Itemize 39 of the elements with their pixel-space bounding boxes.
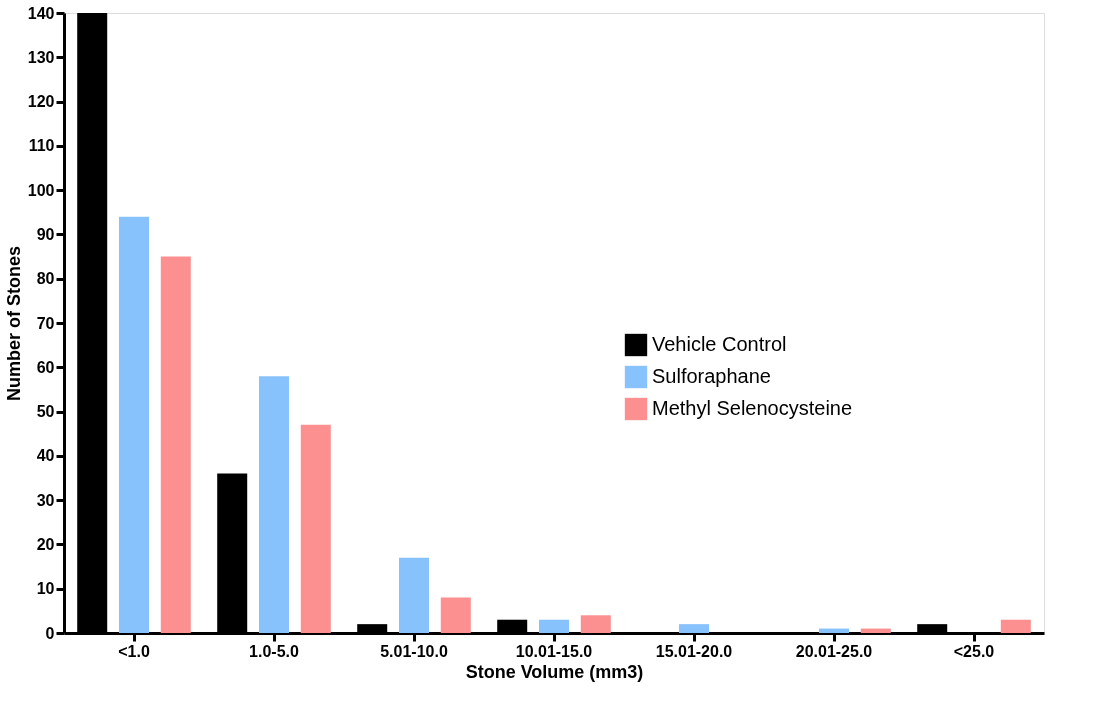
bar — [160, 256, 191, 633]
bar — [860, 628, 891, 633]
bar — [1000, 619, 1031, 633]
x-tick-label: <25.0 — [953, 642, 995, 660]
y-tick-label: 140 — [27, 4, 55, 22]
bar — [679, 624, 709, 633]
bar — [300, 424, 331, 633]
y-tick-label: 90 — [36, 225, 55, 243]
x-tick-label: 5.01-10.0 — [380, 642, 448, 660]
bar — [259, 376, 289, 633]
bar — [580, 615, 611, 633]
x-tick-label: 10.01-15.0 — [515, 642, 593, 660]
y-tick-label: 40 — [36, 447, 55, 465]
x-tick-label: 15.01-20.0 — [655, 642, 733, 660]
legend-label: Sulforaphane — [652, 365, 771, 387]
y-tick-label: 30 — [36, 491, 55, 509]
y-tick-label: 130 — [27, 48, 55, 66]
x-tick-label: <1.0 — [118, 642, 150, 660]
x-tick-label: 1.0-5.0 — [249, 642, 300, 660]
y-tick-label: 0 — [45, 624, 55, 642]
y-tick-label: 60 — [36, 358, 55, 376]
y-tick-label: 70 — [36, 314, 55, 332]
y-tick-label: 80 — [36, 270, 55, 288]
y-tick-label: 20 — [36, 535, 55, 553]
x-axis-title: Stone Volume (mm3) — [465, 661, 644, 682]
bar — [819, 628, 849, 633]
y-axis-title: Number of Stones — [3, 245, 24, 402]
bar — [539, 619, 569, 633]
y-tick-label: 110 — [28, 137, 55, 155]
y-tick-label: 10 — [36, 580, 55, 598]
y-tick-label: 120 — [27, 93, 55, 111]
y-tick-label: 50 — [36, 403, 55, 421]
bar — [399, 557, 429, 633]
y-tick-label: 100 — [27, 181, 55, 199]
bar — [440, 597, 471, 633]
bar — [119, 216, 149, 633]
legend-label: Vehicle Control — [652, 333, 787, 355]
x-tick-label: 20.01-25.0 — [795, 642, 873, 660]
legend-label: Methyl Selenocysteine — [652, 397, 853, 419]
